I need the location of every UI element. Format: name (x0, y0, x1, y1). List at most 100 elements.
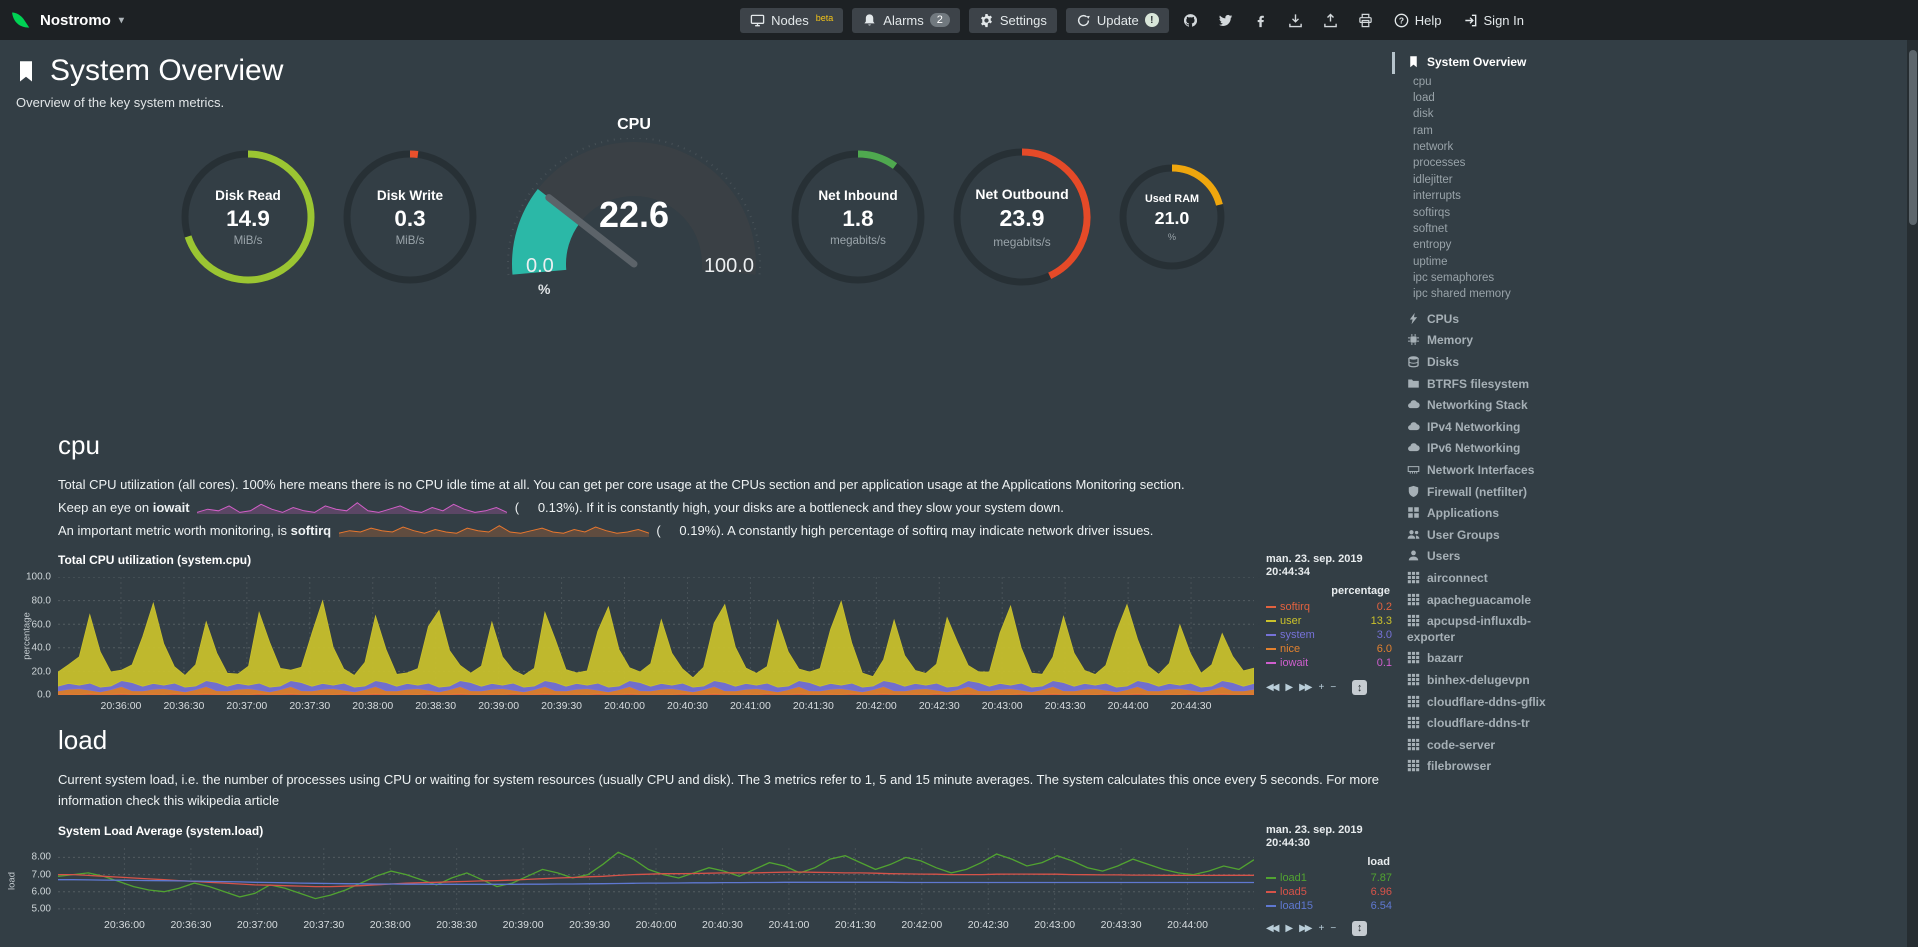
legend-item-load5[interactable]: load5 6.96 (1266, 886, 1392, 898)
sidebar-item-cloudflare-ddns-tr[interactable]: cloudflare-ddns-tr (1392, 713, 1582, 735)
zoom-in-button[interactable]: + (1318, 922, 1324, 934)
sidebar-subitem-cpu[interactable]: cpu (1413, 75, 1432, 88)
sidebar-item-network-interfaces[interactable]: Network Interfaces (1392, 460, 1582, 482)
legend-units-label: load (1367, 855, 1390, 868)
legend-item-nice[interactable]: nice 6.0 (1266, 643, 1392, 655)
chart-resize-handle[interactable]: ↕ (1352, 680, 1368, 696)
scrollbar-thumb[interactable] (1908, 50, 1917, 225)
nodes-button[interactable]: Nodes beta (740, 7, 844, 33)
sidebar-item-binhex-delugevpn[interactable]: binhex-delugevpn (1392, 670, 1582, 692)
softirq-note-pre: An important metric worth monitoring, is (58, 522, 291, 538)
paren-open: ( (514, 499, 520, 515)
sidebar-subitem-ipc-shared-memory[interactable]: ipc shared memory (1413, 288, 1511, 301)
y-tick-label: 20.0 (31, 666, 51, 678)
sidebar-item-apacheguacamole[interactable]: apacheguacamole (1392, 590, 1582, 612)
sidebar-item-user-groups[interactable]: User Groups (1392, 525, 1582, 547)
gauge-disk-read[interactable]: Disk Read 14.9 MiB/s (180, 149, 316, 285)
grid4-icon (1407, 506, 1420, 519)
legend-item-load15[interactable]: load15 6.54 (1266, 900, 1392, 912)
system-load-chart[interactable]: 5.00 6.00 7.00 8.00 20:36:00 20:36:30 20:37:00… (6, 847, 1255, 931)
update-button[interactable]: Update ! (1065, 7, 1169, 33)
sidebar-item-code-server[interactable]: code-server (1392, 735, 1582, 757)
system-load-average-canvas[interactable] (57, 847, 1255, 914)
softirq-sparkline[interactable] (338, 523, 649, 537)
cpu-gauge[interactable]: CPU 22.6 0.0 100.0 % (504, 116, 764, 298)
softirq-note-post: A constantly high percentage of softirq … (727, 522, 1154, 538)
play-button[interactable]: ▶ (1285, 682, 1293, 694)
help-button[interactable]: Help (1388, 9, 1448, 32)
sidebar-item-airconnect[interactable]: airconnect (1392, 568, 1582, 590)
legend-item-softirq[interactable]: softirq 0.2 (1266, 601, 1392, 613)
wikipedia-link[interactable]: wikipedia article (187, 793, 280, 809)
iowait-sparkline[interactable] (197, 500, 508, 514)
sidebar-item-ipv4-networking[interactable]: IPv4 Networking (1392, 417, 1582, 439)
node-selector[interactable]: Nostromo ▾ (10, 9, 124, 31)
sidebar-subitem-network[interactable]: network (1413, 141, 1454, 154)
sidebar-item-label: Networking Stack (1427, 398, 1528, 413)
twitter-button[interactable] (1213, 8, 1239, 32)
sidebar-item-btrfs-filesystem[interactable]: BTRFS filesystem (1392, 374, 1582, 396)
settings-button[interactable]: Settings (968, 7, 1057, 33)
legend-series-name: user (1280, 615, 1302, 628)
sidebar-subitem-load[interactable]: load (1413, 91, 1435, 104)
page-subtitle: Overview of the key system metrics. (16, 95, 225, 110)
sidebar-item-memory[interactable]: Memory (1392, 330, 1582, 352)
print-button[interactable] (1353, 8, 1379, 32)
top-navbar: Nostromo ▾ Nodes beta Alarms 2 Settings … (0, 0, 1918, 40)
chart-toolbox: ◀◀ ▶ ▶▶ + − ↕ (1266, 913, 1392, 936)
gauge-net-outbound[interactable]: Net Outbound 23.9 megabits/s (952, 147, 1092, 287)
legend-series-value: 13.3 (1370, 615, 1392, 628)
chart-resize-handle[interactable]: ↕ (1352, 920, 1368, 936)
sidebar-item-apcupsd-influxdb-exporter[interactable]: apcupsd-influxdb-exporter (1392, 611, 1582, 648)
legend-item-user[interactable]: user 13.3 (1266, 615, 1392, 627)
sidebar-subitem-softnet[interactable]: softnet (1413, 222, 1448, 235)
sidebar-item-ipv6-networking[interactable]: IPv6 Networking (1392, 438, 1582, 460)
zoom-out-button[interactable]: − (1330, 922, 1336, 934)
pan-forward-button[interactable]: ▶▶ (1299, 682, 1312, 694)
legend-item-iowait[interactable]: iowait 0.1 (1266, 657, 1392, 669)
page-scrollbar[interactable] (1907, 40, 1918, 947)
sidebar-subitem-softirqs[interactable]: softirqs (1413, 206, 1451, 219)
sidebar-item-bazarr[interactable]: bazarr (1392, 648, 1582, 670)
sidebar-item-networking-stack[interactable]: Networking Stack (1392, 395, 1582, 417)
legend-item-load1[interactable]: load1 7.87 (1266, 872, 1392, 884)
sidebar-item-cpus[interactable]: CPUs (1392, 309, 1582, 331)
cpu-utilization-chart[interactable]: 0.0 20.0 40.0 60.0 80.0 100.0 20:36:00 20:36:30… (21, 572, 1255, 712)
sidebar-subitem-uptime[interactable]: uptime (1413, 255, 1448, 268)
alarms-button[interactable]: Alarms 2 (852, 7, 960, 33)
legend-item-system[interactable]: system 3.0 (1266, 629, 1392, 641)
zoom-out-button[interactable]: − (1330, 682, 1336, 694)
sidebar-subitem-disk[interactable]: disk (1413, 108, 1434, 121)
grid9-icon (1407, 759, 1420, 772)
github-button[interactable] (1178, 8, 1204, 32)
gauge-used-ram[interactable]: Used RAM 21.0% (1118, 163, 1226, 271)
sidebar-item-applications[interactable]: Applications (1392, 503, 1582, 525)
sidebar-subitem-entropy[interactable]: entropy (1413, 239, 1452, 252)
sidebar-item-cloudflare-ddns-gflix[interactable]: cloudflare-ddns-gflix (1392, 692, 1582, 714)
sidebar-item-filebrowser[interactable]: filebrowser (1392, 756, 1582, 778)
total-cpu-utilization-canvas[interactable] (57, 576, 1255, 696)
signin-button[interactable]: Sign In (1457, 9, 1530, 32)
pan-backward-button[interactable]: ◀◀ (1266, 922, 1279, 934)
zoom-in-button[interactable]: + (1318, 682, 1324, 694)
pan-forward-button[interactable]: ▶▶ (1299, 922, 1312, 934)
sidebar-subitem-interrupts[interactable]: interrupts (1413, 190, 1461, 203)
settings-label: Settings (999, 12, 1047, 28)
export-snapshot-button[interactable] (1283, 8, 1309, 32)
gauge-net-inbound[interactable]: Net Inbound 1.8 megabits/s (790, 149, 926, 285)
db-icon (1407, 355, 1420, 368)
sidebar-subitem-ram[interactable]: ram (1413, 124, 1433, 137)
iowait-note-post: If it is constantly high, your disks are… (586, 499, 1064, 515)
pan-backward-button[interactable]: ◀◀ (1266, 682, 1279, 694)
gauge-disk-write[interactable]: Disk Write 0.3 MiB/s (342, 149, 478, 285)
facebook-button[interactable] (1248, 8, 1274, 32)
sidebar-subitem-processes[interactable]: processes (1413, 157, 1466, 170)
sidebar-item-disks[interactable]: Disks (1392, 352, 1582, 374)
play-button[interactable]: ▶ (1285, 922, 1293, 934)
import-snapshot-button[interactable] (1318, 8, 1344, 32)
sidebar-subitem-idlejitter[interactable]: idlejitter (1413, 173, 1453, 186)
sidebar-item-users[interactable]: Users (1392, 546, 1582, 568)
sidebar-item-system-overview[interactable]: System Overview (1392, 52, 1582, 74)
sidebar-item-firewall-netfilter[interactable]: Firewall (netfilter) (1392, 482, 1582, 504)
sidebar-subitem-ipc-semaphores[interactable]: ipc semaphores (1413, 272, 1495, 285)
